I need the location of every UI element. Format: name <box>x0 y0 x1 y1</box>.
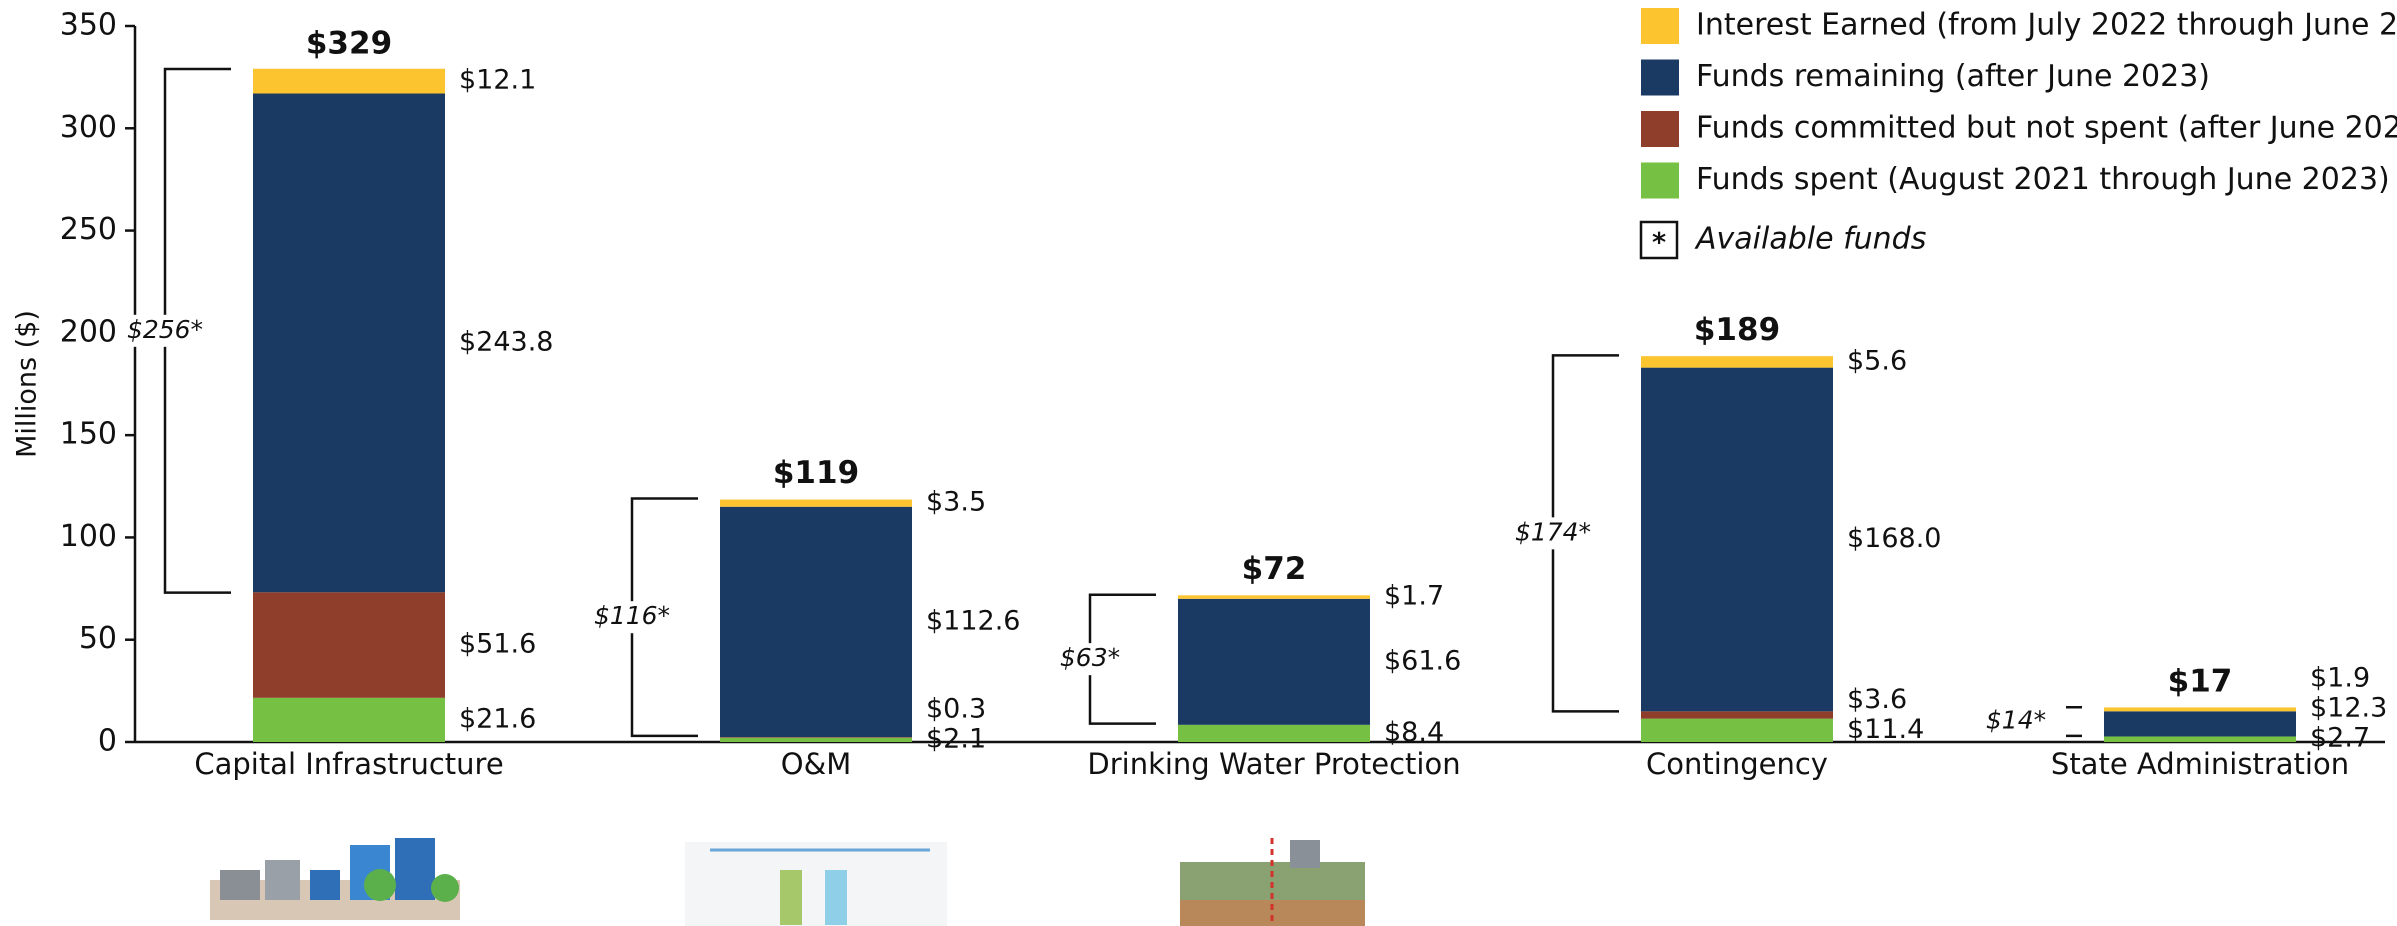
value-label: $51.6 <box>459 629 536 660</box>
legend-swatch <box>1641 162 1679 199</box>
value-label: $21.6 <box>459 703 536 734</box>
legend-label: Interest Earned (from July 2022 through … <box>1696 8 2397 43</box>
value-label: $112.6 <box>926 605 1020 636</box>
legend-label: Funds committed but not spent (after Jun… <box>1696 111 2397 146</box>
value-label: $1.9 <box>2310 663 2370 694</box>
bar-segment <box>253 697 445 742</box>
bar-segment <box>1178 595 1370 599</box>
value-label: $3.5 <box>926 487 986 518</box>
value-label: $5.6 <box>1847 345 1907 376</box>
bar-segment <box>1178 598 1370 725</box>
bar-segment <box>253 93 445 593</box>
available-label-bg <box>582 601 682 634</box>
icons <box>210 838 1365 926</box>
available-label: $116* <box>594 601 670 630</box>
available-label: $63* <box>1060 643 1120 672</box>
y-tick-label: 350 <box>60 8 117 43</box>
value-label: $12.1 <box>459 65 536 96</box>
bar-segment <box>720 737 912 738</box>
value-label: $0.3 <box>926 693 986 724</box>
value-label: $1.7 <box>1384 581 1444 612</box>
value-label: $2.1 <box>926 723 986 754</box>
total-label: $72 <box>1242 551 1307 587</box>
value-label: $12.3 <box>2310 693 2387 724</box>
y-tick-label: 50 <box>79 621 117 656</box>
bar-segment <box>720 499 912 507</box>
value-label: $61.6 <box>1384 645 1461 676</box>
available-label-bg <box>1966 705 2066 738</box>
value-label: $3.6 <box>1847 684 1907 715</box>
bar-segment <box>1641 367 1833 712</box>
legend-note-box <box>1639 220 1679 260</box>
total-label: $329 <box>306 25 392 61</box>
x-tick-label: State Administration <box>2051 747 2349 781</box>
bar-segment <box>720 506 912 738</box>
x-tick-label: Drinking Water Protection <box>1087 747 1460 781</box>
bar-segment <box>2104 736 2296 742</box>
available-label-bg <box>1040 643 1140 676</box>
bar-segment <box>1641 711 1833 719</box>
total-label: $119 <box>773 455 859 491</box>
available-label: $174* <box>1515 517 1591 546</box>
legend-swatch <box>1641 111 1679 147</box>
y-tick-label: 0 <box>98 724 117 759</box>
bar-segment <box>1178 724 1370 742</box>
x-tick-label: O&M <box>781 747 851 781</box>
y-tick-label: 250 <box>60 212 117 247</box>
aquifer-icon <box>1180 838 1365 926</box>
legend-note-symbol: * <box>1652 228 1666 259</box>
available-label-bg <box>115 314 215 347</box>
treatment-icon <box>685 842 947 926</box>
x-tick-label: Contingency <box>1646 747 1828 781</box>
bar-segment <box>720 737 912 742</box>
legend-label: Funds remaining (after June 2023) <box>1696 59 2210 94</box>
bar-segment <box>1641 356 1833 368</box>
city-icon <box>210 838 460 920</box>
value-label: $243.8 <box>459 326 553 357</box>
value-label: $168.0 <box>1847 523 1941 554</box>
value-label: $2.7 <box>2310 723 2370 754</box>
legend-swatch <box>1641 8 1679 44</box>
bar-segment <box>2104 711 2296 737</box>
bar-segment <box>1641 718 1833 742</box>
available-label-bg <box>1503 517 1603 550</box>
y-tick-label: 100 <box>60 519 117 554</box>
bar-segment <box>253 592 445 698</box>
x-tick-label: Capital Infrastructure <box>194 747 503 781</box>
y-tick-label: 150 <box>60 417 117 452</box>
available-label: $14* <box>1986 706 2046 735</box>
legend-label: Funds spent (August 2021 through June 20… <box>1696 162 2390 197</box>
bar-segment <box>2104 707 2296 712</box>
y-tick-label: 300 <box>60 110 117 145</box>
available-label: $256* <box>127 315 203 344</box>
bar-segment <box>253 68 445 94</box>
value-label: $11.4 <box>1847 714 1924 745</box>
y-tick-label: 200 <box>60 314 117 349</box>
value-label: $8.4 <box>1384 717 1444 748</box>
legend-swatch <box>1641 59 1679 96</box>
total-label: $17 <box>2168 664 2233 700</box>
total-label: $189 <box>1694 312 1780 348</box>
legend-note-label: Available funds <box>1694 222 1926 257</box>
y-axis-label: Millions ($) <box>12 310 43 458</box>
